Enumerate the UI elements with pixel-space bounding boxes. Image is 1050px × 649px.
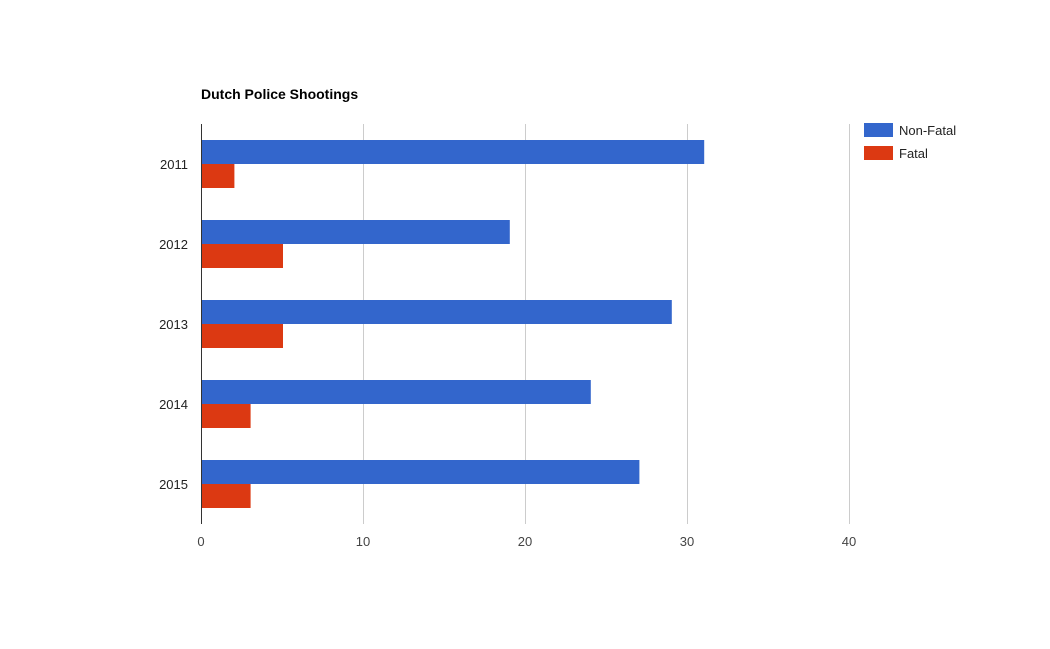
- axes: 0 10 20 30 40 2011 2012 2013 2014 2015: [159, 124, 856, 549]
- legend-label[interactable]: Fatal: [899, 146, 928, 161]
- chart-title: Dutch Police Shootings: [201, 86, 358, 102]
- x-tick-label: 20: [518, 534, 532, 549]
- x-tick-label: 0: [197, 534, 204, 549]
- bar-non-fatal-2015[interactable]: [202, 460, 640, 484]
- x-tick-label: 40: [842, 534, 856, 549]
- bar-fatal-2014[interactable]: [202, 404, 251, 428]
- y-tick-label: 2014: [159, 397, 188, 412]
- legend[interactable]: Non-Fatal Fatal: [864, 123, 956, 161]
- x-tick-label: 30: [680, 534, 694, 549]
- legend-swatch-non-fatal[interactable]: [864, 123, 893, 137]
- bars: [202, 140, 705, 508]
- y-tick-label: 2012: [159, 237, 188, 252]
- y-tick-label: 2013: [159, 317, 188, 332]
- y-tick-label: 2011: [160, 157, 188, 172]
- legend-swatch-fatal[interactable]: [864, 146, 893, 160]
- bar-fatal-2011[interactable]: [202, 164, 235, 188]
- bar-non-fatal-2012[interactable]: [202, 220, 510, 244]
- bar-non-fatal-2011[interactable]: [202, 140, 705, 164]
- bar-fatal-2015[interactable]: [202, 484, 251, 508]
- bar-non-fatal-2014[interactable]: [202, 380, 591, 404]
- bar-fatal-2013[interactable]: [202, 324, 283, 348]
- bar-fatal-2012[interactable]: [202, 244, 283, 268]
- y-tick-label: 2015: [159, 477, 188, 492]
- bar-non-fatal-2013[interactable]: [202, 300, 672, 324]
- x-tick-label: 10: [356, 534, 370, 549]
- legend-label[interactable]: Non-Fatal: [899, 123, 956, 138]
